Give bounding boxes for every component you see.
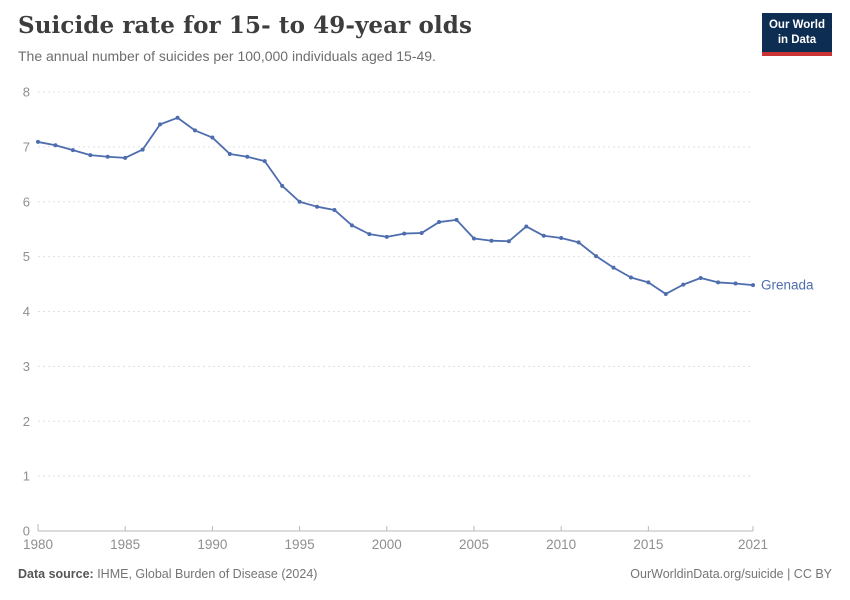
x-axis-tick-label: 2010	[546, 537, 576, 552]
data-point-1984[interactable]	[105, 154, 110, 159]
data-point-2019[interactable]	[716, 280, 721, 285]
owid-logo-line2: in Data	[777, 33, 817, 46]
data-point-2001[interactable]	[402, 231, 407, 236]
owid-logo[interactable]: Our World in Data	[761, 13, 832, 56]
data-point-2008[interactable]	[524, 224, 529, 229]
y-axis-tick-label: 0	[23, 524, 30, 539]
data-point-1987[interactable]	[158, 122, 163, 127]
y-axis-tick-label: 1	[23, 469, 30, 484]
x-axis-tick-label: 1985	[110, 537, 140, 552]
data-point-2000[interactable]	[384, 234, 389, 239]
data-point-2004[interactable]	[454, 217, 459, 222]
series-line-grenada[interactable]	[37, 116, 754, 295]
data-point-2010[interactable]	[559, 235, 564, 240]
y-axis-tick-label: 7	[23, 139, 30, 154]
data-point-2020[interactable]	[733, 281, 738, 286]
x-axis-tick-label: 2021	[738, 537, 768, 552]
data-point-2002[interactable]	[419, 231, 424, 236]
data-point-1998[interactable]	[349, 223, 354, 228]
y-axis-tick-label: 3	[23, 359, 30, 374]
y-axis-tick-label: 2	[23, 414, 30, 429]
data-point-1989[interactable]	[192, 128, 197, 133]
data-point-1982[interactable]	[70, 148, 75, 153]
y-axis-tick-label: 8	[23, 85, 30, 100]
data-point-1996[interactable]	[315, 204, 320, 209]
data-point-1986[interactable]	[140, 147, 145, 152]
data-point-1985[interactable]	[123, 155, 128, 160]
x-axis-tick-label: 2005	[459, 537, 489, 552]
data-point-2017[interactable]	[681, 282, 686, 287]
data-point-2005[interactable]	[471, 236, 476, 241]
x-axis-tick-label: 2000	[372, 537, 402, 552]
data-point-2007[interactable]	[506, 239, 511, 244]
data-source-label: Data source:	[18, 567, 94, 581]
y-axis-tick-label: 5	[23, 249, 30, 264]
owid-logo-line1: Our World	[768, 19, 825, 31]
data-point-1999[interactable]	[367, 232, 372, 237]
data-point-2014[interactable]	[628, 275, 633, 280]
license-link[interactable]: OurWorldinData.org/suicide | CC BY	[630, 567, 832, 581]
data-point-2012[interactable]	[594, 254, 599, 259]
series-label-grenada[interactable]: Grenada	[761, 278, 814, 293]
y-axis-tick-label: 6	[23, 194, 30, 209]
data-point-2011[interactable]	[576, 240, 581, 245]
page-title: Suicide rate for 15- to 49-year olds	[18, 12, 472, 39]
data-point-1991[interactable]	[227, 152, 232, 157]
chart-header: Suicide rate for 15- to 49-year olds The…	[18, 12, 832, 65]
x-axis-tick-label: 2015	[633, 537, 663, 552]
data-point-1981[interactable]	[53, 143, 58, 148]
data-point-2018[interactable]	[698, 276, 703, 281]
data-point-1992[interactable]	[245, 154, 250, 159]
data-point-2006[interactable]	[489, 238, 494, 243]
data-point-1990[interactable]	[210, 135, 215, 140]
data-point-2009[interactable]	[541, 233, 546, 238]
data-point-1980[interactable]	[36, 139, 40, 144]
data-point-2021[interactable]	[751, 283, 755, 288]
data-source-text: IHME, Global Burden of Disease (2024)	[93, 567, 318, 581]
chart-subtitle: The annual number of suicides per 100,00…	[18, 47, 436, 64]
data-point-2015[interactable]	[646, 280, 651, 285]
data-point-1988[interactable]	[175, 115, 180, 120]
x-axis-tick-label: 1990	[197, 537, 227, 552]
chart-footer: Data source: IHME, Global Burden of Dise…	[18, 567, 832, 581]
x-axis-tick-label: 1995	[285, 537, 315, 552]
data-point-2003[interactable]	[437, 220, 442, 225]
x-axis-tick-label: 1980	[23, 537, 53, 552]
data-point-1995[interactable]	[297, 199, 302, 204]
data-point-2013[interactable]	[611, 265, 616, 270]
data-point-1983[interactable]	[88, 153, 93, 158]
y-axis-tick-label: 4	[23, 304, 30, 319]
data-point-1994[interactable]	[280, 183, 285, 188]
data-point-2016[interactable]	[663, 291, 668, 296]
data-source-note: Data source: IHME, Global Burden of Dise…	[18, 567, 317, 581]
data-point-1993[interactable]	[262, 159, 267, 164]
data-point-1997[interactable]	[332, 207, 337, 212]
